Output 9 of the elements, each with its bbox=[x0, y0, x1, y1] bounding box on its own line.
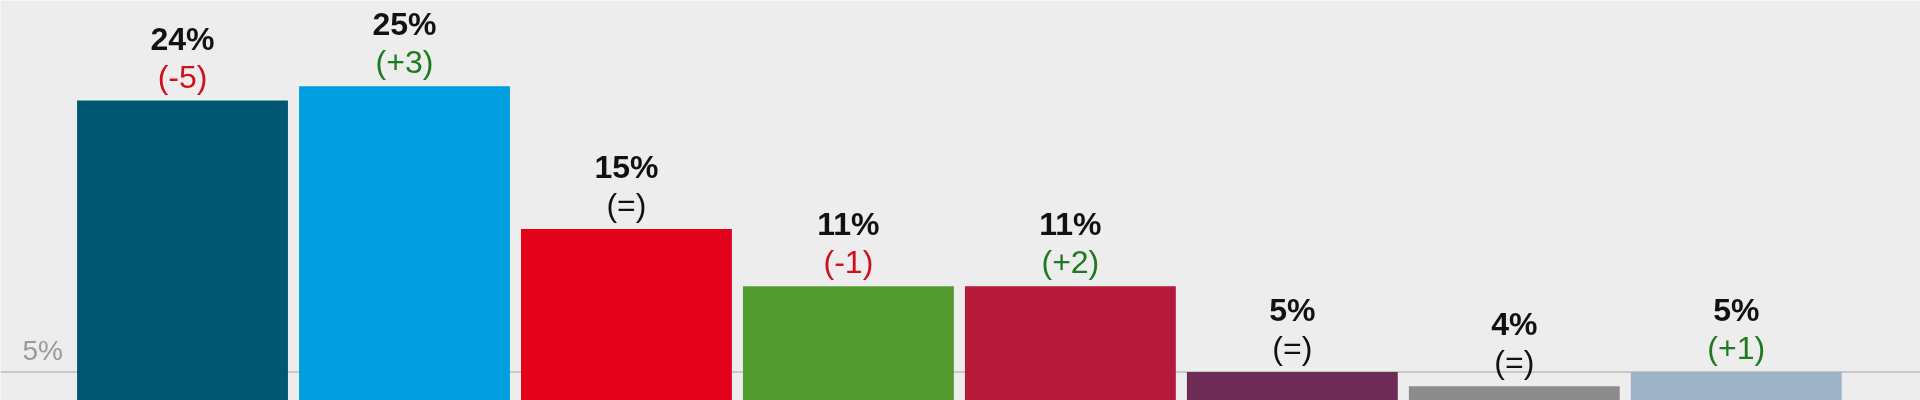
ref-line-label: 5% bbox=[22, 334, 63, 366]
data-label: 25% (+3) bbox=[372, 6, 437, 81]
data-label: 11% (-1) bbox=[817, 206, 880, 281]
data-label: 5% (=) bbox=[1269, 291, 1316, 366]
data-label: 24% (-5) bbox=[150, 20, 215, 95]
data-label: 4% (=) bbox=[1491, 306, 1538, 381]
data-label: 5% (+1) bbox=[1707, 291, 1766, 366]
data-label: 15% (=) bbox=[594, 149, 659, 224]
data-label: 11% (+2) bbox=[1039, 206, 1102, 281]
